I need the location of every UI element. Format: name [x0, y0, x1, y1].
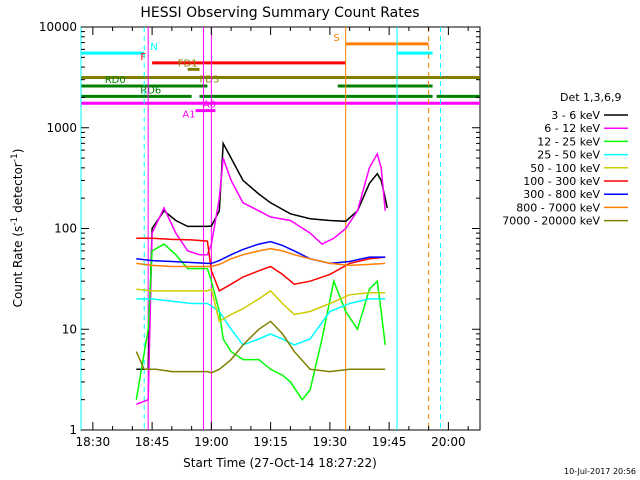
- y-axis-label-part2: detector: [11, 162, 25, 217]
- y-axis-label-part1: Count Rate (s: [11, 226, 25, 308]
- state-bar-label: A0: [203, 100, 216, 111]
- x-axis-label: Start Time (27-Oct-14 18:27:22): [183, 456, 377, 470]
- series-line: [136, 247, 386, 268]
- legend-label: 50 - 100 keV: [530, 162, 600, 175]
- state-bar-label: RD6: [140, 85, 161, 96]
- state-bar-label: RD0: [105, 75, 126, 86]
- y-tick-label: 1000: [46, 121, 77, 135]
- x-tick-label: 20:00: [431, 435, 466, 449]
- y-tick-label: 10000: [39, 20, 77, 34]
- x-tick-label: 19:00: [194, 435, 229, 449]
- legend-label: 800 - 7000 keV: [516, 201, 600, 214]
- state-bar-label: FD1: [178, 58, 198, 69]
- x-tick-label: 18:45: [135, 435, 170, 449]
- x-tick-label: 19:15: [253, 435, 288, 449]
- y-tick-label: 100: [54, 222, 77, 236]
- state-bar-label: N: [150, 42, 157, 53]
- series-line: [135, 243, 386, 401]
- x-tick-label: 19:30: [313, 435, 348, 449]
- legend-label: 25 - 50 keV: [537, 149, 600, 162]
- y-tick-label: 1: [69, 423, 77, 437]
- state-bar-label: F: [140, 52, 146, 63]
- footer-timestamp: 10-Jul-2017 20:56: [564, 467, 636, 476]
- x-tick-label: 19:45: [372, 435, 407, 449]
- state-bar-label: A1: [182, 110, 195, 121]
- y-axis-label-part3: ): [11, 149, 25, 154]
- legend-label: 300 - 800 keV: [523, 188, 600, 201]
- series-line: [136, 298, 386, 346]
- legend-title: Det 1,3,6,9: [560, 91, 622, 104]
- x-tick-label: 18:30: [76, 435, 111, 449]
- state-bar-label: S: [333, 33, 339, 44]
- y-axis-label-exp1: -1: [10, 217, 20, 226]
- y-axis-label-exp2: -1: [10, 153, 20, 162]
- y-tick-label: 10: [62, 322, 77, 336]
- legend-label: 12 - 25 keV: [537, 135, 600, 148]
- chart-title: HESSI Observing Summary Count Rates: [140, 5, 419, 21]
- series-line: [136, 237, 386, 292]
- legend-label: 6 - 12 keV: [544, 122, 600, 135]
- series-line: [136, 288, 386, 323]
- legend-label: 3 - 6 keV: [551, 109, 600, 122]
- legend-label: 7000 - 20000 keV: [502, 215, 600, 228]
- series-line: [135, 320, 386, 374]
- series-layer: [135, 140, 388, 405]
- y-axis-label: Count Rate (s-1 detector-1): [10, 149, 25, 308]
- vertical-lines-layer: [80, 27, 441, 430]
- state-bar-label: FD3: [200, 75, 220, 86]
- legend-label: 100 - 300 keV: [523, 175, 600, 188]
- series-line: [136, 151, 386, 405]
- series-line: [136, 140, 388, 371]
- axis-layer: 1 10 100 1000 10000 18:30 18:45 19:00 19:15 19:30…: [39, 20, 480, 449]
